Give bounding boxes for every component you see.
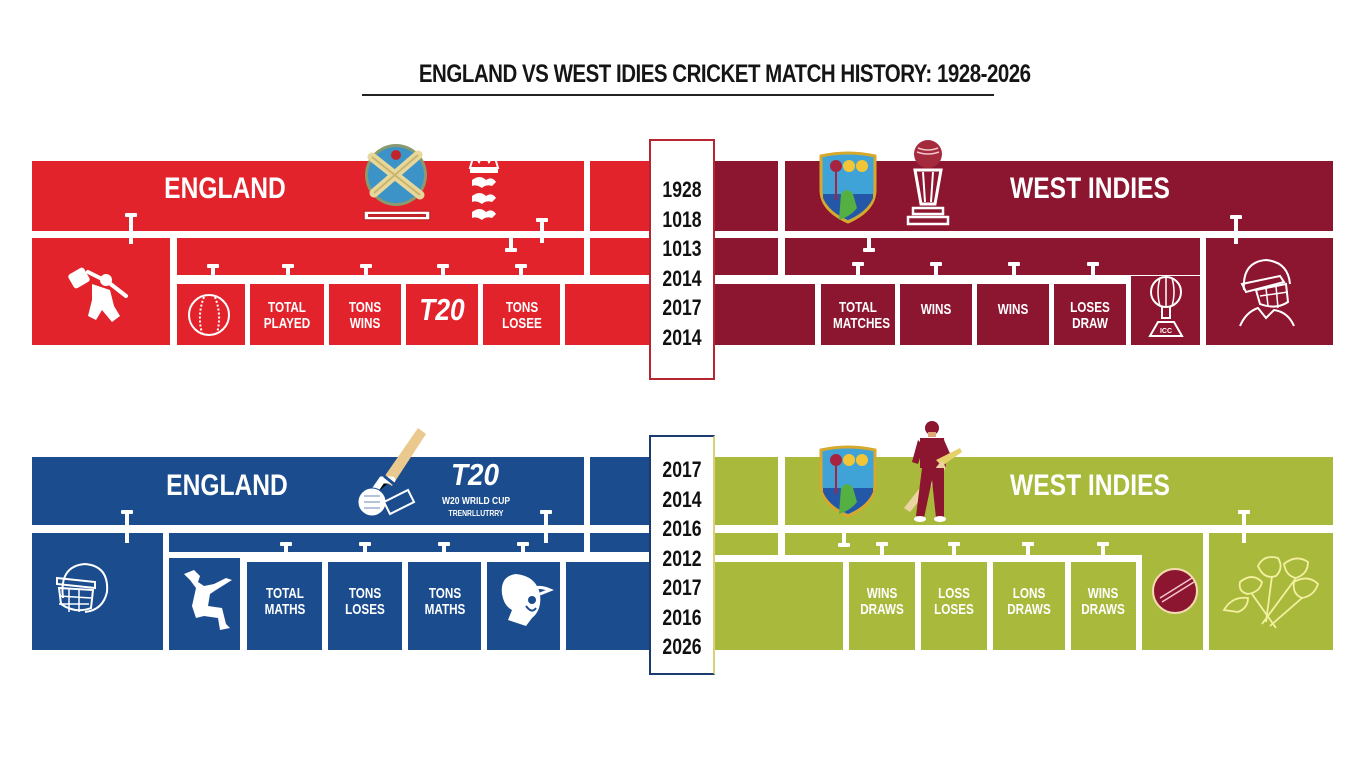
england-cell	[250, 284, 324, 345]
england-cell	[408, 562, 481, 650]
year-item: 2012	[662, 545, 702, 571]
england-mid-block-right	[590, 238, 650, 275]
lons-draws-label: LONS DRAWS	[1007, 585, 1051, 619]
wi-cell	[715, 562, 843, 650]
wi-cell	[821, 284, 895, 345]
england-header-block-right	[590, 457, 650, 525]
england-cell	[566, 562, 650, 650]
year-item: 1013	[662, 236, 702, 261]
england-cricket-badge-icon	[363, 144, 431, 221]
wi-cell	[993, 562, 1065, 650]
icc-trophy-icon: ICC	[1148, 276, 1184, 337]
wi-cell	[1071, 562, 1136, 650]
t20-logo: T20	[419, 292, 465, 327]
england-mid-block	[169, 533, 584, 552]
tons-loses-label: TONS LOSES	[345, 585, 385, 619]
west-indies-batsman-icon	[904, 421, 962, 522]
total-matches-label: TOTAL MATCHES	[833, 299, 891, 333]
tons-wins-label: TONS WINS	[348, 299, 382, 333]
loss-loses-label: LOSS LOSES	[934, 585, 974, 619]
england-mid-block-right	[590, 533, 650, 552]
helmet-icon	[56, 562, 109, 613]
tons-maths-label: TONS MATHS	[424, 585, 466, 619]
batsman-helmet-icon	[1239, 258, 1295, 327]
fielder-icon	[184, 570, 232, 630]
year-item: 2014	[662, 486, 702, 512]
t20-world-cup-logo: T20	[450, 457, 500, 492]
crown-lions-icon	[468, 149, 500, 220]
tons-losee-label: TONS LOSEE	[502, 299, 542, 333]
england-title-bottom: ENGLAND	[166, 469, 288, 502]
england-side-block	[32, 533, 163, 650]
wi-cell	[849, 562, 915, 650]
wi-header-block-left	[715, 457, 778, 525]
total-played-label: TOTAL PLAYED	[263, 299, 311, 333]
year-item: 2014	[662, 324, 702, 350]
year-item: 2026	[662, 634, 702, 659]
wins-draws-label: WINS DRAWS	[1081, 585, 1125, 619]
flowers-icon	[1222, 556, 1320, 629]
west-indies-title-bottom: WEST INDIES	[1010, 469, 1170, 502]
year-column-top: 1928 1018 1013 2014 2017 2014	[649, 139, 715, 380]
wi-mid-block	[785, 238, 1200, 275]
wi-side-block	[1209, 533, 1333, 650]
west-indies-title-top: WEST INDIES	[1010, 172, 1170, 205]
cricket-ball-icon	[1152, 568, 1198, 614]
wins-draws-label: WINS DRAWS	[860, 585, 904, 619]
bat-glove-icon	[357, 428, 426, 517]
trophy-ball-icon	[906, 140, 950, 226]
loses-draw-label: LOSES DRAW	[1070, 299, 1110, 333]
wicketkeeper-icon	[68, 267, 128, 322]
player-head-icon	[501, 574, 554, 626]
year-item: 1928	[662, 177, 702, 202]
wins-label: WINS	[920, 301, 952, 318]
year-item: 2016	[662, 516, 702, 541]
england-title-top: ENGLAND	[164, 172, 286, 205]
wi-cell	[977, 284, 1049, 345]
wi-mid-block-left	[715, 533, 778, 555]
wins-label: WINS	[997, 301, 1029, 318]
title-underline	[362, 94, 994, 96]
west-indies-crest-icon	[819, 445, 877, 518]
year-item: 2014	[662, 265, 702, 291]
england-header-block-right	[590, 161, 650, 231]
t20-world-cup-caption: W20 WRILD CUP	[442, 496, 510, 507]
west-indies-crest-icon	[819, 151, 877, 224]
year-item: 2017	[662, 457, 702, 482]
wi-mid-block	[785, 533, 1203, 555]
wi-cell	[1054, 284, 1126, 345]
cricket-ball-icon	[188, 294, 230, 336]
t20-world-cup-subcaption: TRENRLLUTRRY	[448, 509, 504, 518]
wi-side-block	[1206, 238, 1333, 345]
england-cell	[565, 284, 650, 345]
wi-cell	[900, 284, 972, 345]
england-cell	[328, 562, 402, 650]
year-item: 2017	[662, 295, 702, 320]
year-item: 2016	[662, 604, 702, 630]
year-item: 1018	[662, 206, 702, 232]
year-column-bottom: 2017 2014 2016 2012 2017 2016 2026	[649, 435, 715, 675]
total-maths-label: TOTAL MATHS	[264, 585, 306, 619]
year-item: 2017	[662, 575, 702, 600]
svg-text:ICC: ICC	[1160, 328, 1172, 335]
wi-mid-block-left	[715, 238, 778, 275]
england-cell	[483, 284, 560, 345]
wi-cell	[715, 284, 815, 345]
england-mid-block	[177, 238, 584, 275]
england-cell	[329, 284, 401, 345]
england-cell	[247, 562, 322, 650]
england-cell	[406, 284, 478, 345]
wi-header-block-left	[715, 161, 778, 231]
page-title: ENGLAND VS WEST IDIES CRICKET MATCH HIST…	[418, 60, 1031, 88]
wi-cell	[921, 562, 987, 650]
